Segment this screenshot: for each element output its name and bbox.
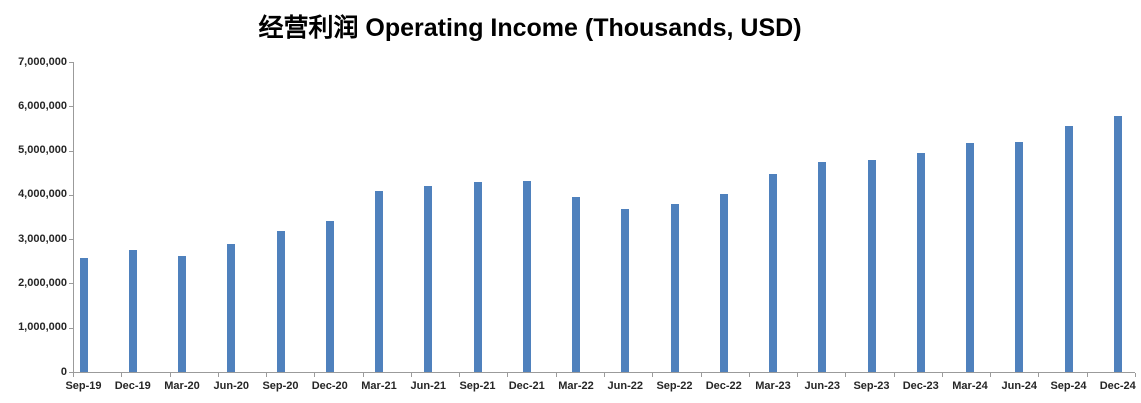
y-axis-tick xyxy=(69,194,74,196)
x-axis-label: Jun-20 xyxy=(213,380,249,392)
x-axis-tick xyxy=(1086,373,1088,377)
y-axis-line xyxy=(73,62,74,373)
y-axis-tick xyxy=(69,372,74,373)
x-axis-tick xyxy=(797,373,799,377)
bar-sep-24 xyxy=(1064,125,1073,372)
bar-dec-19 xyxy=(128,249,137,372)
x-axis-label: Jun-21 xyxy=(410,380,446,392)
bar-mar-20 xyxy=(178,255,186,372)
x-axis-tick xyxy=(121,373,123,377)
y-axis-label: 5,000,000 xyxy=(18,144,67,157)
y-axis-label: 6,000,000 xyxy=(18,99,67,112)
bar-dec-24 xyxy=(1113,116,1122,372)
x-axis-tick xyxy=(217,373,219,377)
bar-dec-20 xyxy=(325,220,334,372)
x-axis-label: Mar-22 xyxy=(558,380,594,392)
y-axis-tick xyxy=(69,62,74,63)
x-axis-tick xyxy=(652,373,654,377)
y-axis-tick xyxy=(69,327,74,329)
x-axis-tick xyxy=(1135,373,1136,377)
bar-jun-24 xyxy=(1015,141,1024,372)
x-axis-label: Sep-21 xyxy=(459,380,496,392)
x-axis-label: Dec-22 xyxy=(705,380,742,392)
bar-jun-23 xyxy=(818,161,827,372)
x-axis-label: Sep-22 xyxy=(656,380,693,392)
x-axis-label: Sep-23 xyxy=(853,380,890,392)
x-axis-tick xyxy=(362,373,364,377)
y-axis-label: 1,000,000 xyxy=(18,321,67,334)
y-axis-label: 3,000,000 xyxy=(18,232,67,245)
x-axis-tick xyxy=(941,373,943,377)
x-axis-label: Sep-19 xyxy=(65,380,102,392)
y-axis-label: 0 xyxy=(60,365,67,378)
bar-jun-22 xyxy=(621,208,630,372)
y-axis-tick xyxy=(69,239,74,241)
x-axis-tick xyxy=(266,373,268,377)
x-axis-label: Dec-21 xyxy=(508,380,545,392)
x-axis-label: Jun-24 xyxy=(1001,380,1037,392)
bar-dec-22 xyxy=(719,193,728,372)
bar-mar-22 xyxy=(572,196,580,372)
x-axis-tick xyxy=(700,373,702,377)
y-axis-tick xyxy=(69,150,74,152)
x-axis-label: Mar-20 xyxy=(164,380,200,392)
x-axis-label: Dec-23 xyxy=(902,380,939,392)
x-axis-tick xyxy=(169,373,171,377)
x-axis-label: Jun-23 xyxy=(804,380,840,392)
x-axis-label: Jun-22 xyxy=(607,380,643,392)
x-axis-tick xyxy=(507,373,509,377)
x-axis-label: Mar-24 xyxy=(952,380,988,392)
bar-sep-19 xyxy=(79,258,88,372)
chart-title: 经营利润 Operating Income (Thousands, USD) xyxy=(258,14,802,42)
bar-jun-21 xyxy=(424,186,433,372)
y-axis-label: 7,000,000 xyxy=(18,55,67,68)
y-axis-label: 2,000,000 xyxy=(18,276,67,289)
bar-mar-21 xyxy=(375,190,383,372)
bar-sep-22 xyxy=(670,203,679,372)
x-axis-label: Dec-24 xyxy=(1099,380,1136,392)
y-axis-label: 4,000,000 xyxy=(18,188,67,201)
bar-dec-21 xyxy=(522,180,531,372)
x-axis-line xyxy=(73,372,1135,373)
x-axis-label: Mar-21 xyxy=(361,380,397,392)
x-axis-tick xyxy=(314,373,316,377)
bar-sep-23 xyxy=(867,159,876,372)
x-axis-tick xyxy=(1038,373,1040,377)
x-axis-tick xyxy=(893,373,895,377)
x-axis-label: Dec-19 xyxy=(114,380,151,392)
x-axis-tick xyxy=(845,373,847,377)
bar-mar-23 xyxy=(769,174,777,372)
bar-mar-24 xyxy=(966,143,974,372)
bar-dec-23 xyxy=(916,153,925,372)
x-axis-label: Dec-20 xyxy=(311,380,348,392)
bar-sep-21 xyxy=(473,182,482,372)
x-axis-label: Mar-23 xyxy=(755,380,791,392)
x-axis-tick xyxy=(604,373,605,377)
x-axis-tick xyxy=(990,373,992,377)
x-axis-tick xyxy=(410,373,412,377)
x-axis-tick xyxy=(748,373,750,377)
y-axis-tick xyxy=(69,106,74,108)
bar-jun-20 xyxy=(227,244,236,372)
x-axis-label: Sep-24 xyxy=(1050,380,1087,392)
x-axis-tick xyxy=(555,373,557,377)
x-axis-tick xyxy=(459,373,461,377)
x-axis-label: Sep-20 xyxy=(262,380,299,392)
y-axis-tick xyxy=(69,283,74,285)
bar-sep-20 xyxy=(276,230,285,372)
x-axis-tick xyxy=(73,373,74,377)
